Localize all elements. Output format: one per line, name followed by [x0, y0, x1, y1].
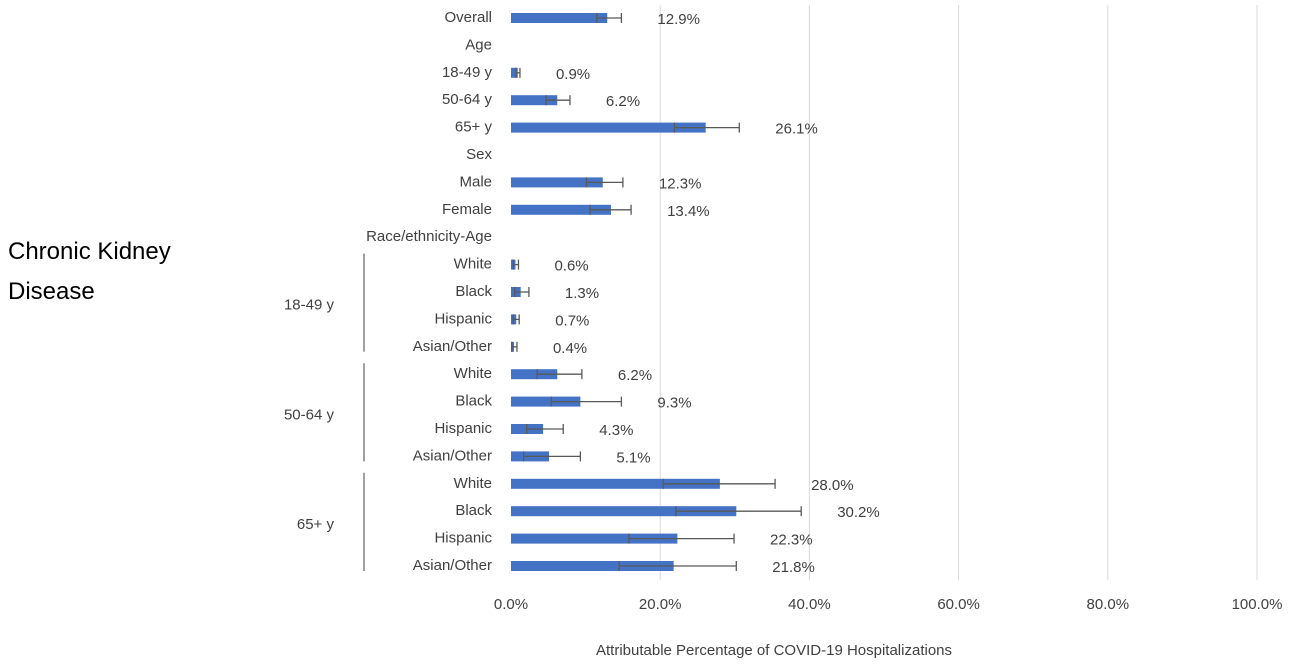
y-tick-label: Sex [466, 146, 492, 163]
data-label: 0.4% [553, 340, 587, 357]
data-label: 12.9% [657, 11, 700, 28]
y-tick-label: Asian/Other [413, 447, 492, 464]
data-label: 26.1% [775, 121, 818, 138]
y-tick-label: Overall [444, 9, 492, 26]
error-bar [511, 341, 518, 352]
error-bar [618, 561, 737, 571]
y-tick-label: Asian/Other [413, 557, 492, 574]
y-tick-label: Male [459, 173, 492, 190]
error-bar [585, 177, 624, 188]
x-tick-label: 40.0% [788, 596, 831, 613]
y-tick-label: White [454, 475, 492, 492]
y-tick-label: 50-64 y [442, 91, 493, 108]
y-tick-label: Hispanic [434, 310, 492, 327]
data-label: 13.4% [667, 203, 710, 220]
data-label: 9.3% [657, 395, 691, 412]
data-label: 30.2% [837, 504, 880, 521]
data-label: 0.6% [554, 258, 588, 275]
data-label: 0.9% [556, 66, 590, 83]
bar [511, 369, 558, 380]
bar [511, 204, 611, 215]
y-tick-label: Female [442, 201, 492, 218]
y-tick-label: Black [455, 283, 492, 300]
error-bar [550, 396, 623, 407]
data-label: 5.1% [616, 449, 650, 466]
group-label: 18-49 y [284, 297, 335, 314]
data-label: 0.7% [555, 312, 589, 329]
error-bar [673, 122, 740, 133]
y-tick-label: Hispanic [434, 530, 492, 547]
bar [511, 533, 678, 544]
x-tick-label: 80.0% [1087, 596, 1130, 613]
error-bar [526, 424, 564, 434]
bar [511, 506, 737, 517]
bar [511, 478, 720, 489]
y-tick-label: Black [455, 393, 492, 410]
error-bar [514, 287, 530, 297]
error-bar [512, 259, 520, 270]
error-bar [515, 67, 521, 78]
bar [511, 95, 558, 106]
data-label: 28.0% [811, 477, 854, 494]
data-label: 1.3% [565, 285, 599, 302]
y-tick-label: White [454, 365, 492, 382]
error-bar [675, 506, 802, 517]
x-tick-label: 60.0% [937, 596, 980, 613]
bar [511, 561, 674, 571]
y-tick-label: Age [465, 36, 492, 53]
bar [511, 122, 706, 133]
y-tick-label: Hispanic [434, 420, 492, 437]
y-tick-label: Race/ethnicity-Age [366, 228, 492, 245]
bar [511, 67, 518, 78]
data-label: 21.8% [772, 559, 815, 576]
error-bar [596, 13, 623, 23]
data-label: 12.3% [659, 175, 702, 192]
error-bar [536, 369, 583, 380]
error-bar [662, 478, 776, 489]
group-label: 50-64 y [284, 406, 335, 423]
error-bar [589, 204, 632, 215]
x-tick-label: 100.0% [1232, 596, 1283, 613]
x-tick-label: 20.0% [639, 596, 682, 613]
y-tick-label: 65+ y [455, 119, 493, 136]
error-bar [628, 533, 735, 544]
error-bar [512, 314, 520, 325]
x-tick-label: 0.0% [494, 596, 528, 613]
y-tick-label: White [454, 256, 492, 273]
y-tick-label: 18-49 y [442, 64, 493, 81]
bar [511, 396, 581, 407]
y-tick-label: Black [455, 502, 492, 519]
data-label: 6.2% [606, 93, 640, 110]
data-label: 22.3% [770, 532, 813, 549]
bar [511, 13, 608, 23]
bar [511, 177, 603, 188]
x-axis-label: Attributable Percentage of COVID-19 Hosp… [596, 642, 952, 659]
data-label: 6.2% [618, 367, 652, 384]
chart-title: Chronic Kidney Disease [8, 238, 171, 305]
error-bar [523, 451, 582, 462]
group-label: 65+ y [297, 516, 335, 533]
error-bar [545, 95, 571, 106]
data-label: 4.3% [599, 422, 633, 439]
y-tick-label: Asian/Other [413, 338, 492, 355]
